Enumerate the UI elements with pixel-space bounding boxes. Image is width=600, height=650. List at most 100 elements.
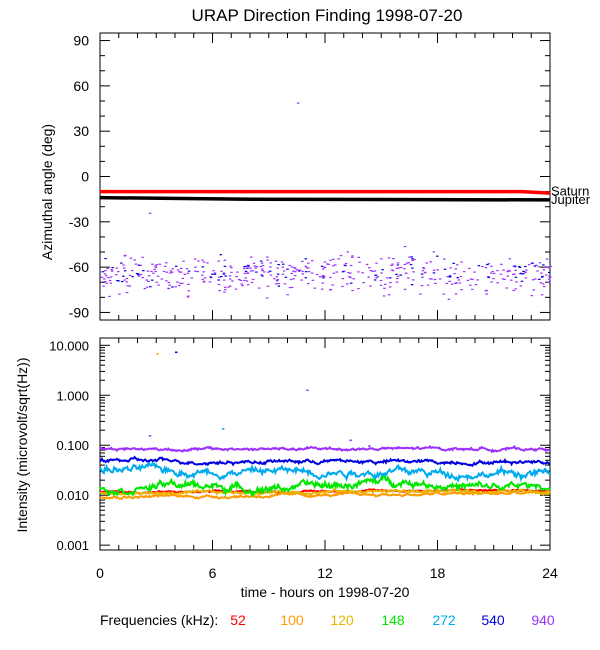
series-line-120 (99, 487, 551, 497)
azimuth-point (380, 258, 383, 260)
azimuth-point (106, 267, 109, 270)
azimuth-point (525, 269, 528, 271)
azimuth-point (311, 279, 315, 281)
azimuth-point (456, 277, 459, 279)
azimuth-point (260, 262, 264, 264)
intensity-outlier-point (306, 389, 309, 392)
azimuth-point (382, 295, 386, 297)
azimuth-point (379, 279, 383, 282)
azimuth-point (421, 270, 425, 272)
azimuth-point (134, 263, 138, 265)
azimuth-point (332, 265, 335, 267)
azimuth-point (499, 273, 503, 275)
azimuth-point (487, 276, 490, 279)
azimuth-y-axis-label: Azimuthal angle (deg) (39, 124, 55, 260)
azimuth-point (448, 276, 452, 278)
azimuth-point (167, 281, 171, 284)
azimuth-point (178, 284, 181, 287)
azimuth-point (209, 277, 213, 279)
azimuth-point (236, 271, 239, 273)
azimuth-point (318, 276, 322, 278)
series-line-148 (99, 474, 551, 498)
jupiter-label: Jupiter (551, 192, 591, 207)
azimuth-point (448, 280, 451, 282)
azimuth-point (301, 273, 304, 275)
azimuth-point (290, 266, 294, 268)
azimuth-point (395, 267, 399, 270)
azimuth-point (174, 265, 178, 267)
legend-item-272: 272 (432, 612, 456, 628)
azimuth-point (128, 274, 132, 277)
azimuth-point (367, 267, 371, 269)
azimuth-point (307, 271, 311, 273)
azimuth-point (469, 278, 473, 280)
azimuth-point (223, 291, 226, 293)
azimuth-point (329, 276, 332, 279)
azimuth-point (181, 277, 185, 280)
azimuth-point (223, 279, 226, 281)
azimuth-point (433, 278, 437, 281)
azimuth-point (549, 276, 552, 278)
azimuth-point (110, 269, 114, 271)
x-axis-label: time - hours on 1998-07-20 (241, 584, 410, 600)
azimuth-point (386, 277, 389, 279)
azimuth-point (170, 271, 174, 273)
azimuth-point (351, 255, 354, 257)
azimuth-point (358, 261, 361, 263)
azimuth-point (116, 279, 119, 282)
azimuth-point (249, 267, 252, 269)
azimuth-point (231, 280, 234, 282)
azimuth-point (197, 260, 200, 262)
azimuth-point (455, 264, 459, 266)
azimuth-tick-label: -90 (69, 304, 89, 320)
azimuth-point (250, 281, 254, 284)
azimuth-point (246, 267, 249, 269)
azimuth-point (396, 262, 400, 264)
azimuth-point (266, 259, 269, 261)
azimuth-point (474, 284, 478, 286)
azimuth-point (230, 271, 233, 273)
azimuth-point (344, 264, 347, 267)
azimuth-point (245, 280, 249, 282)
intensity-outlier-point (221, 428, 225, 430)
azimuth-point (229, 265, 232, 267)
azimuth-point (467, 267, 471, 269)
azimuth-point (224, 288, 227, 291)
azimuth-point (137, 264, 141, 266)
azimuth-point (403, 268, 406, 270)
azimuth-point (133, 259, 137, 261)
azimuth-point (109, 282, 113, 284)
azimuth-point (391, 263, 394, 265)
azimuth-point (104, 275, 108, 277)
azimuth-point (251, 278, 255, 281)
azimuth-point (548, 275, 551, 278)
azimuth-point (230, 267, 233, 269)
azimuth-point (443, 268, 447, 270)
azimuth-point (407, 262, 411, 264)
azimuth-point (530, 262, 534, 264)
legend: Frequencies (kHz): 52 100 120 148 272 540 940 (100, 612, 555, 628)
azimuth-point (246, 264, 250, 267)
azimuth-point (373, 270, 377, 272)
azimuth-point (492, 272, 496, 275)
intensity-plot-frame (99, 337, 551, 551)
azimuth-point (405, 262, 409, 264)
azimuth-point (304, 277, 308, 279)
azimuth-point (412, 271, 415, 273)
azimuth-point (397, 267, 401, 269)
azimuth-point (281, 266, 285, 268)
azimuth-point (246, 284, 250, 286)
azimuth-point (275, 280, 279, 282)
azimuth-point (541, 283, 545, 285)
azimuth-point (275, 276, 279, 278)
azimuth-point (206, 262, 209, 264)
azimuth-point (531, 279, 535, 281)
azimuth-point (268, 270, 272, 272)
azimuth-point (137, 275, 141, 277)
azimuth-point (154, 266, 158, 268)
azimuth-point (176, 269, 180, 271)
azimuth-point (102, 278, 106, 280)
azimuth-point (241, 285, 244, 287)
azimuth-point (187, 270, 191, 272)
azimuth-point (445, 282, 449, 284)
